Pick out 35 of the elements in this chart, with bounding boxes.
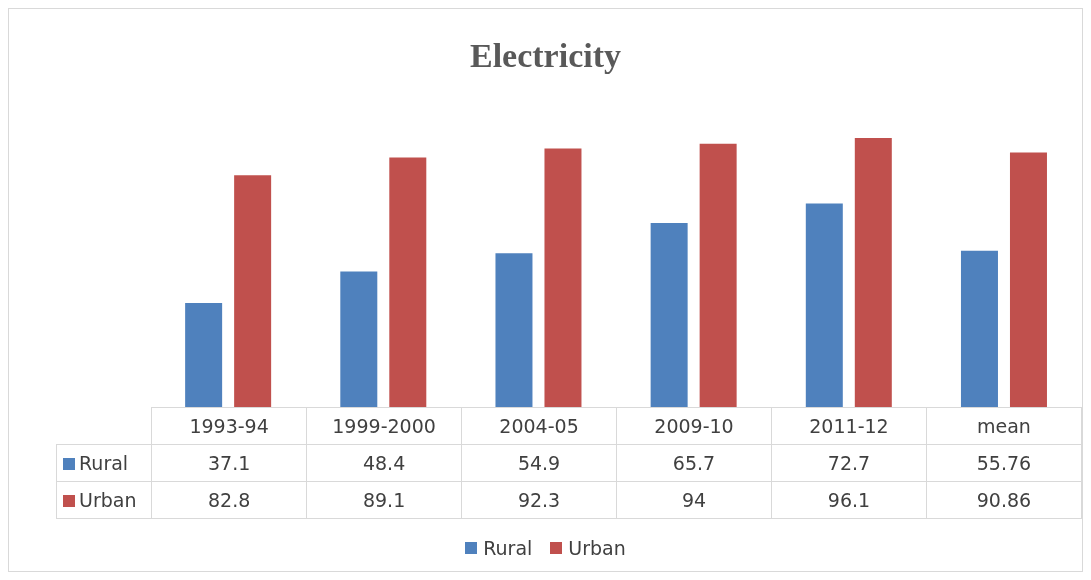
bar [805, 203, 843, 407]
bar [340, 271, 378, 407]
bar [389, 157, 427, 407]
chart-title: Electricity [469, 37, 622, 76]
legend-label: Urban [56, 481, 152, 519]
data-label: 48.4 [306, 444, 462, 482]
x-tick-label: 2009-10 [616, 407, 772, 445]
bar [185, 303, 223, 407]
data-label: 82.8 [151, 481, 307, 519]
data-label: 55.76 [926, 444, 1082, 482]
data-label: 37.1 [151, 444, 307, 482]
x-tick-label: 2011-12 [771, 407, 927, 445]
bar [854, 137, 892, 407]
data-label: 89.1 [306, 481, 462, 519]
data-label: 72.7 [771, 444, 927, 482]
bar [234, 175, 272, 407]
bar [495, 253, 533, 407]
x-tick-label: mean [926, 407, 1082, 445]
text: Rural [483, 537, 533, 559]
data-label: 94 [616, 481, 772, 519]
bar [1009, 152, 1047, 407]
legend-label: Rural [56, 444, 152, 482]
data-label: 96.1 [771, 481, 927, 519]
bar [650, 223, 688, 407]
x-tick-label: 1993-94 [151, 407, 307, 445]
data-label: 90.86 [926, 481, 1082, 519]
data-label: 54.9 [461, 444, 617, 482]
text: Urban [568, 537, 626, 559]
bar [699, 143, 737, 407]
data-label: 65.7 [616, 444, 772, 482]
bar [544, 148, 582, 407]
x-tick-label: 1999-2000 [306, 407, 462, 445]
x-tick-label: 2004-05 [461, 407, 617, 445]
data-label: 92.3 [461, 481, 617, 519]
bar [960, 250, 998, 407]
